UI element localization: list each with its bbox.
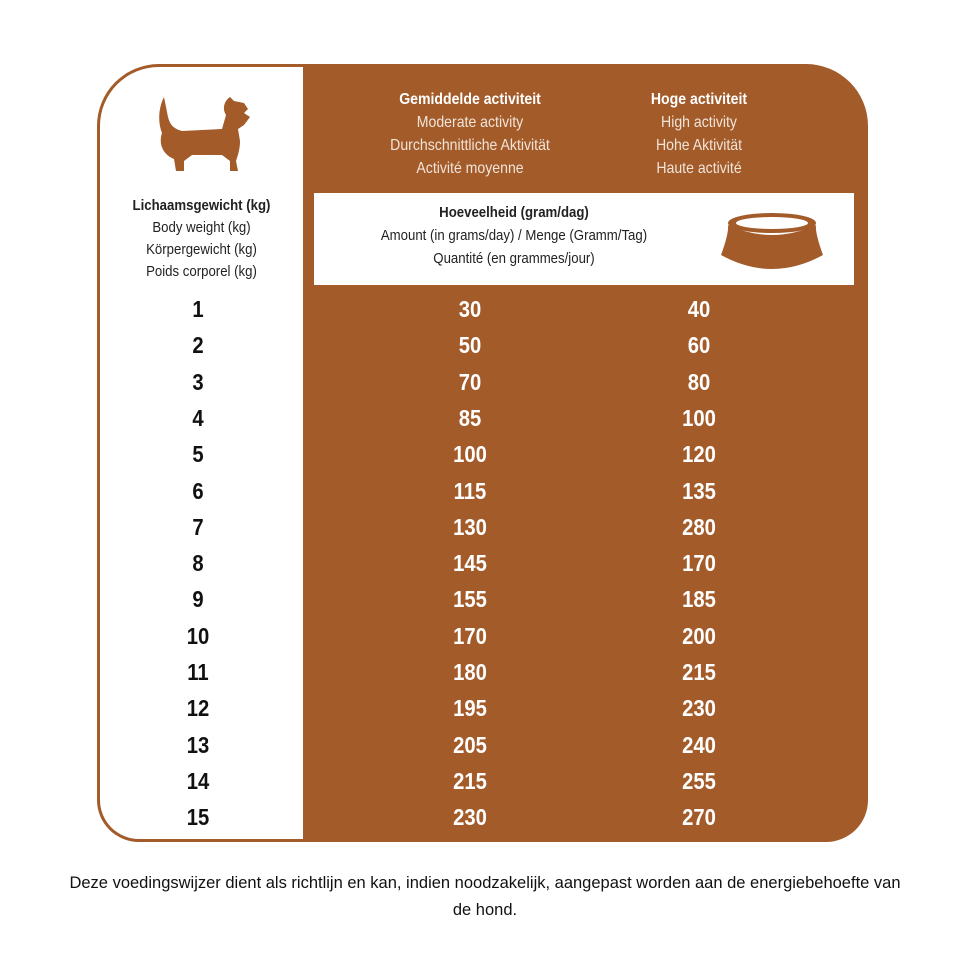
high-amount-cell: 255 bbox=[682, 767, 716, 794]
weight-header-nl: Lichaamsgewicht (kg) bbox=[132, 197, 271, 214]
weight-cell: 13 bbox=[186, 731, 210, 758]
moderate-amount-cell: 180 bbox=[453, 659, 487, 685]
moderate-amount-cell: 215 bbox=[453, 767, 487, 794]
high-amount-cell: 280 bbox=[682, 513, 716, 540]
high-amount-cell: 135 bbox=[682, 477, 716, 504]
weight-cell: 6 bbox=[192, 477, 204, 504]
table-row: 5 100 120 bbox=[97, 436, 868, 472]
high-header-fr: Haute activité bbox=[656, 160, 742, 177]
weight-header-en: Body weight (kg) bbox=[152, 219, 251, 236]
table-row: 9 155 185 bbox=[97, 581, 868, 617]
table-row: 8 145 170 bbox=[97, 545, 868, 581]
footnote: Deze voedingswijzer dient als richtlijn … bbox=[69, 874, 901, 919]
moderate-header-fr: Activité moyenne bbox=[416, 160, 524, 177]
weight-cell: 8 bbox=[192, 550, 204, 577]
high-amount-cell: 100 bbox=[682, 404, 716, 431]
high-header-de: Hohe Aktivität bbox=[655, 137, 743, 154]
food-bowl-icon bbox=[721, 213, 823, 269]
table-row: 10 170 200 bbox=[97, 618, 868, 654]
high-header-en: High activity bbox=[661, 114, 737, 131]
table-row: 12 195 230 bbox=[97, 690, 868, 726]
moderate-amount-cell: 170 bbox=[453, 622, 487, 649]
moderate-amount-cell: 50 bbox=[458, 332, 482, 359]
weight-header-fr: Poids corporel (kg) bbox=[146, 263, 257, 280]
table-row: 1 30 40 bbox=[97, 291, 868, 327]
table-row: 13 205 240 bbox=[97, 727, 868, 763]
weight-cell: 10 bbox=[186, 622, 210, 649]
moderate-amount-cell: 100 bbox=[453, 441, 487, 468]
table-row: 4 85 100 bbox=[97, 400, 868, 436]
table-row: 14 215 255 bbox=[97, 763, 868, 799]
moderate-header-en: Moderate activity bbox=[416, 114, 524, 131]
moderate-amount-cell: 145 bbox=[453, 550, 487, 577]
high-header-nl: Hoge activiteit bbox=[650, 91, 748, 108]
high-activity-header: Hoge activiteit High activity Hohe Aktiv… bbox=[585, 88, 814, 180]
moderate-header-de: Durchschnittliche Aktivität bbox=[390, 137, 550, 154]
moderate-amount-cell: 230 bbox=[453, 804, 487, 831]
high-amount-cell: 185 bbox=[682, 586, 716, 613]
table-row: 15 230 270 bbox=[97, 799, 868, 835]
moderate-amount-cell: 30 bbox=[458, 296, 482, 322]
high-amount-cell: 170 bbox=[682, 550, 716, 577]
table-row: 6 115 135 bbox=[97, 473, 868, 509]
high-amount-cell: 80 bbox=[687, 368, 711, 395]
table-row: 7 130 280 bbox=[97, 509, 868, 545]
weight-cell: 1 bbox=[192, 296, 204, 322]
weight-cell: 11 bbox=[187, 659, 209, 685]
moderate-amount-cell: 130 bbox=[453, 513, 487, 540]
amount-header-en-de: Amount (in grams/day) / Menge (Gramm/Tag… bbox=[380, 227, 648, 244]
weight-cell: 2 bbox=[192, 332, 204, 359]
amount-header-fr: Quantité (en grammes/jour) bbox=[433, 250, 595, 267]
weight-cell: 7 bbox=[192, 513, 204, 540]
amount-header: Hoeveelheid (gram/dag) Amount (in grams/… bbox=[314, 193, 854, 285]
weight-column: Lichaamsgewicht (kg) Body weight (kg) Kö… bbox=[100, 67, 303, 839]
table-row: 3 70 80 bbox=[97, 364, 868, 400]
weight-cell: 12 bbox=[186, 695, 210, 722]
high-amount-cell: 40 bbox=[687, 296, 711, 322]
high-amount-cell: 230 bbox=[682, 695, 716, 722]
high-amount-cell: 200 bbox=[682, 622, 716, 649]
moderate-amount-cell: 70 bbox=[458, 368, 482, 395]
amount-header-nl: Hoeveelheid (gram/dag) bbox=[439, 204, 589, 221]
dog-silhouette-icon bbox=[159, 97, 250, 171]
weight-cell: 15 bbox=[186, 804, 210, 831]
moderate-amount-cell: 195 bbox=[453, 695, 487, 722]
weight-header-de: Körpergewicht (kg) bbox=[146, 241, 257, 258]
feeding-table: Lichaamsgewicht (kg) Body weight (kg) Kö… bbox=[97, 64, 868, 842]
moderate-header-nl: Gemiddelde activiteit bbox=[399, 91, 541, 108]
table-row: 2 50 60 bbox=[97, 327, 868, 363]
weight-cell: 4 bbox=[192, 404, 204, 431]
high-amount-cell: 120 bbox=[682, 441, 716, 468]
moderate-amount-cell: 205 bbox=[453, 731, 487, 758]
moderate-amount-cell: 155 bbox=[453, 586, 487, 613]
moderate-amount-cell: 115 bbox=[453, 477, 487, 504]
high-amount-cell: 60 bbox=[687, 332, 711, 359]
weight-cell: 3 bbox=[192, 368, 204, 395]
high-amount-cell: 240 bbox=[682, 731, 716, 758]
weight-cell: 14 bbox=[186, 767, 210, 794]
high-amount-cell: 215 bbox=[682, 659, 716, 685]
moderate-activity-header: Gemiddelde activiteit Moderate activity … bbox=[356, 88, 585, 180]
moderate-amount-cell: 85 bbox=[458, 404, 482, 431]
weight-cell: 5 bbox=[192, 441, 204, 468]
table-row: 11 180 215 bbox=[97, 654, 868, 690]
weight-cell: 9 bbox=[192, 586, 204, 613]
weight-header: Lichaamsgewicht (kg) Body weight (kg) Kö… bbox=[112, 195, 291, 283]
high-amount-cell: 270 bbox=[682, 804, 716, 831]
